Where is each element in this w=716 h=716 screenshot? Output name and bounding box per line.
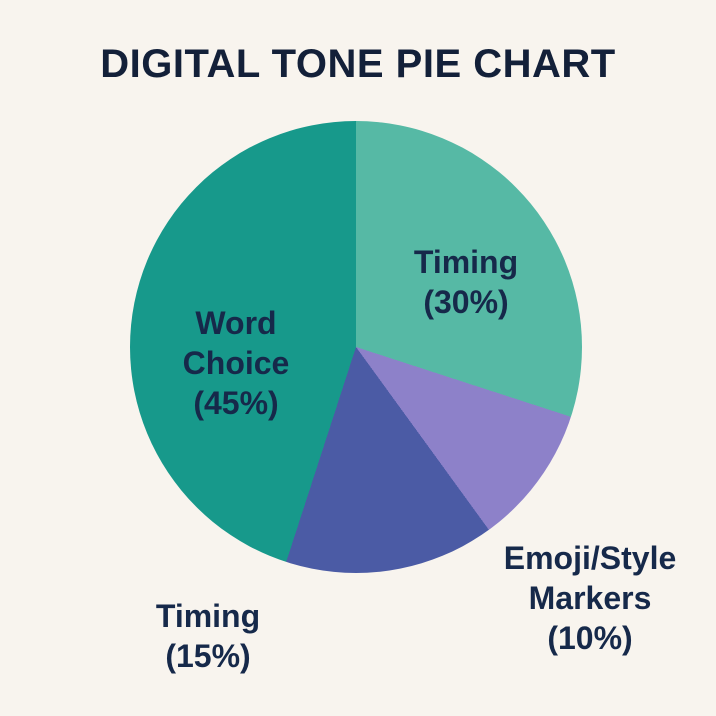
slice-label-timing-15pct: Timing (15%) xyxy=(98,596,318,676)
slice-label-line: (30%) xyxy=(423,284,509,320)
slice-label-line: Markers xyxy=(528,580,652,616)
pie-chart xyxy=(130,121,582,573)
slice-label-line: Timing xyxy=(155,598,261,634)
slice-label-line: (15%) xyxy=(165,638,251,674)
slice-label-line: Word xyxy=(195,305,277,341)
slice-label-line: (45%) xyxy=(193,385,279,421)
slice-label-line: Choice xyxy=(182,345,290,381)
slice-label-line: Timing xyxy=(413,244,519,280)
slice-label-emoji-style-markers-10pct: Emoji/Style Markers (10%) xyxy=(450,538,716,658)
slice-label-word-choice-45pct: Word Choice (45%) xyxy=(116,303,356,423)
slice-label-line: (10%) xyxy=(547,620,633,656)
slice-label-line: Emoji/Style xyxy=(503,540,677,576)
slice-label-timing-30pct: Timing (30%) xyxy=(356,242,576,322)
chart-title: DIGITAL TONE PIE CHART xyxy=(100,42,616,86)
